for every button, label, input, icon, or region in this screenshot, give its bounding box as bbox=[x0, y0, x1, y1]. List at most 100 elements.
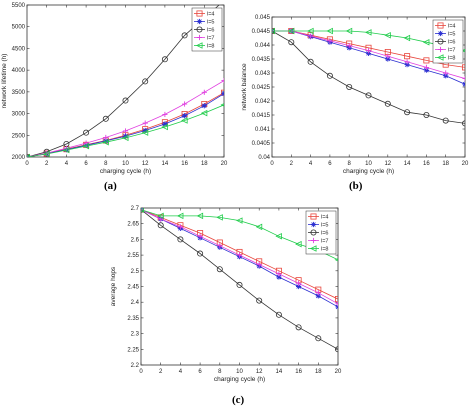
data-point-l=6 bbox=[288, 39, 295, 46]
data-point-l=7 bbox=[365, 48, 372, 54]
x-tick-label: 16 bbox=[423, 161, 430, 167]
data-point-l=7 bbox=[217, 243, 223, 249]
x-tick-label: 6 bbox=[328, 161, 332, 167]
x-axis-label: charging cycle (h) bbox=[214, 376, 265, 383]
data-point-l=5 bbox=[385, 56, 391, 62]
legend-label: l=5 bbox=[207, 20, 215, 26]
data-point-l=7 bbox=[236, 252, 243, 258]
x-tick-label: 16 bbox=[295, 369, 302, 375]
chart-a: 0 2 4 6 8 10 12 14 16 18 20 2000 2500 3000 3500 4000 450… bbox=[1, 0, 228, 175]
legend-marker bbox=[310, 237, 317, 244]
data-point-l=8 bbox=[345, 27, 353, 35]
data-point-l=6 bbox=[384, 100, 391, 107]
y-tick-label: 0.0405 bbox=[252, 141, 271, 147]
x-tick-label: 4 bbox=[309, 161, 313, 167]
y-tick-label: 2.6 bbox=[131, 237, 140, 243]
x-tick-label: 10 bbox=[365, 161, 372, 167]
data-point-l=6 bbox=[295, 324, 302, 331]
caption-c: (c) bbox=[232, 394, 245, 406]
data-point-l=6 bbox=[221, 0, 226, 3]
legend-marker bbox=[196, 18, 203, 25]
data-point-l=8 bbox=[295, 240, 302, 248]
series-line-l=8 bbox=[27, 104, 224, 157]
data-point-l=8 bbox=[43, 150, 50, 157]
legend-marker bbox=[196, 34, 203, 41]
caption-b: (b) bbox=[349, 180, 363, 192]
data-point-l=6 bbox=[442, 117, 449, 124]
data-point-l=8 bbox=[365, 29, 372, 36]
data-point-l=8 bbox=[157, 212, 164, 220]
x-tick-label: 2 bbox=[290, 161, 294, 167]
data-point-l=7 bbox=[423, 64, 429, 70]
legend-marker bbox=[437, 38, 444, 45]
data-point-l=8 bbox=[200, 109, 208, 117]
y-tick-label: 2.3 bbox=[131, 332, 140, 338]
series-line-l=8 bbox=[141, 209, 338, 261]
y-tick-label: 2.25 bbox=[127, 347, 139, 353]
data-point-l=5 bbox=[443, 73, 449, 79]
x-tick-label: 0 bbox=[270, 161, 274, 167]
legend-label: l=7 bbox=[448, 48, 456, 54]
y-tick-label: 3500 bbox=[12, 90, 26, 96]
x-tick-label: 8 bbox=[104, 161, 108, 167]
x-tick-label: 16 bbox=[181, 161, 188, 167]
data-point-l=6 bbox=[142, 78, 149, 85]
data-point-l=4 bbox=[423, 57, 430, 64]
y-tick-label: 0.0415 bbox=[252, 113, 271, 119]
data-point-l=6 bbox=[161, 56, 168, 63]
data-point-l=6 bbox=[197, 250, 204, 257]
data-point-l=8 bbox=[272, 27, 275, 35]
data-point-l=5 bbox=[462, 81, 465, 87]
legend-label: l=7 bbox=[207, 36, 215, 42]
x-tick-label: 18 bbox=[315, 369, 322, 375]
data-point-l=7 bbox=[142, 120, 148, 126]
data-point-l=8 bbox=[384, 31, 391, 39]
legend-marker bbox=[196, 26, 203, 33]
legend-marker bbox=[196, 10, 203, 17]
data-point-l=7 bbox=[346, 42, 352, 49]
data-point-l=6 bbox=[307, 58, 314, 65]
data-point-l=7 bbox=[197, 233, 203, 239]
y-tick-label: 0.04 bbox=[258, 155, 270, 161]
data-point-l=8 bbox=[287, 27, 295, 35]
legend-marker bbox=[310, 229, 317, 236]
y-tick-label: 2.45 bbox=[127, 285, 139, 291]
data-point-l=7 bbox=[315, 290, 321, 296]
x-tick-label: 14 bbox=[276, 369, 283, 375]
legend-label: l=7 bbox=[321, 239, 329, 245]
y-tick-label: 0.0435 bbox=[252, 57, 271, 63]
data-point-l=6 bbox=[177, 236, 184, 243]
data-point-l=8 bbox=[255, 223, 263, 231]
data-point-l=8 bbox=[403, 34, 411, 42]
data-point-l=7 bbox=[296, 280, 302, 286]
x-tick-label: 4 bbox=[65, 161, 69, 167]
data-point-l=8 bbox=[181, 117, 188, 124]
y-tick-label: 0.0425 bbox=[252, 85, 271, 91]
data-point-l=7 bbox=[335, 301, 338, 307]
data-point-l=6 bbox=[102, 115, 109, 122]
y-tick-label: 0.045 bbox=[255, 15, 271, 21]
data-point-l=6 bbox=[236, 281, 243, 288]
data-point-l=7 bbox=[443, 70, 449, 76]
series-line-l=6 bbox=[272, 30, 465, 124]
data-point-l=6 bbox=[423, 112, 430, 119]
data-point-l=8 bbox=[102, 138, 109, 146]
x-tick-label: 18 bbox=[442, 161, 449, 167]
data-point-l=5 bbox=[142, 127, 148, 134]
x-tick-label: 2 bbox=[159, 369, 163, 375]
legend-label: l=6 bbox=[321, 231, 329, 237]
data-point-l=7 bbox=[141, 208, 144, 213]
data-point-l=8 bbox=[326, 27, 333, 35]
data-point-l=7 bbox=[122, 128, 129, 134]
y-tick-label: 0.044 bbox=[255, 43, 271, 49]
legend-marker bbox=[437, 22, 444, 29]
y-tick-label: 2000 bbox=[12, 155, 26, 161]
legend-label: l=6 bbox=[448, 40, 456, 46]
data-point-l=6 bbox=[83, 129, 90, 136]
data-point-l=6 bbox=[157, 222, 164, 229]
data-point-l=5 bbox=[315, 293, 321, 299]
data-point-l=6 bbox=[335, 346, 338, 353]
legend: l=4 l=5 l=6 l=7 l=8 bbox=[432, 19, 464, 64]
data-point-l=5 bbox=[404, 62, 410, 68]
